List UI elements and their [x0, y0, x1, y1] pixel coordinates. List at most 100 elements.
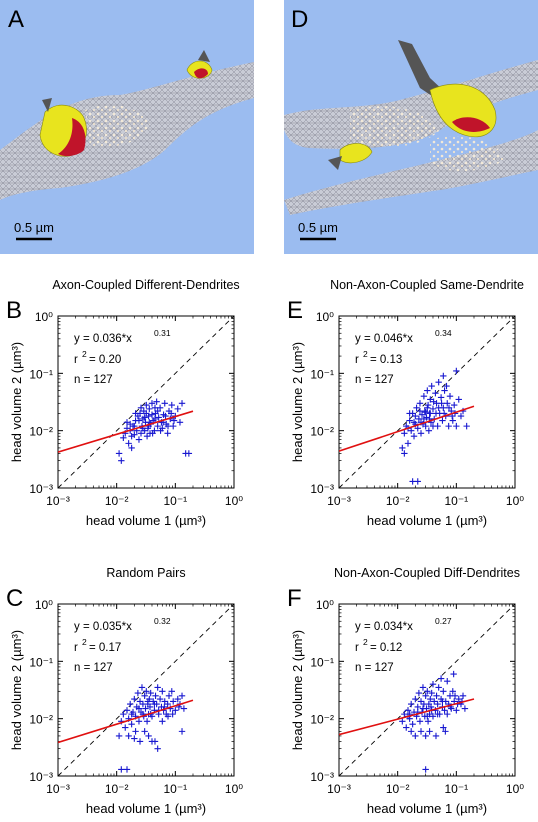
panel-letter-e: E — [287, 297, 303, 324]
data-point — [412, 732, 419, 740]
data-point — [453, 707, 460, 714]
axon-fragment — [42, 98, 52, 112]
y-tick-label: 10⁻¹ — [310, 655, 334, 669]
sample-count: n = 127 — [355, 374, 394, 386]
y-axis-label: head volume 2 (µm³) — [290, 342, 305, 462]
r-squared-sup: 2 — [363, 637, 368, 647]
data-point — [152, 692, 159, 700]
data-point — [444, 678, 451, 685]
data-point — [118, 766, 125, 773]
data-point — [435, 404, 442, 412]
data-point — [145, 732, 152, 740]
x-tick-label: 10⁰ — [506, 782, 524, 796]
data-point — [435, 379, 442, 386]
scalebar-d-label: 0.5 µm — [298, 220, 338, 235]
data-point — [178, 400, 186, 407]
x-tick-label: 10⁻³ — [46, 494, 70, 508]
chart-title: Axon-Coupled Different-Dendrites — [52, 278, 239, 292]
r-squared-sup: 2 — [82, 637, 87, 647]
small-axon-d — [328, 156, 342, 170]
data-point — [455, 695, 462, 703]
data-point — [162, 412, 169, 420]
data-point — [154, 407, 161, 415]
data-point — [429, 422, 437, 430]
data-point — [159, 718, 166, 725]
data-point — [142, 705, 149, 712]
data-point — [416, 400, 424, 407]
y-axis-label: head volume 2 (µm³) — [9, 342, 24, 462]
data-point — [154, 745, 161, 752]
data-point — [135, 417, 143, 424]
data-point — [450, 670, 457, 678]
data-point — [429, 713, 437, 720]
data-point — [123, 766, 131, 773]
data-point — [422, 692, 429, 700]
r-squared-sup: 2 — [82, 349, 87, 359]
data-point — [432, 732, 440, 740]
data-point — [146, 405, 153, 413]
small-axon — [198, 50, 210, 62]
data-point — [439, 698, 446, 705]
data-point — [131, 431, 138, 438]
data-point — [428, 689, 435, 697]
data-point — [137, 404, 145, 412]
data-point — [435, 684, 442, 691]
plot-frame — [338, 603, 516, 777]
vesicle-cluster-d — [350, 106, 440, 147]
data-point — [126, 700, 134, 708]
data-point — [449, 688, 456, 695]
data-point — [144, 698, 152, 705]
data-point — [441, 387, 448, 394]
psd-region — [58, 118, 86, 157]
chart-title: Non-Axon-Coupled Diff-Dendrites — [334, 566, 520, 580]
y-tick-label: 10⁰ — [316, 310, 334, 324]
data-point — [410, 433, 418, 440]
data-point — [415, 689, 423, 697]
data-point — [431, 698, 438, 705]
x-tick-label: 10⁻¹ — [163, 782, 187, 796]
data-point — [141, 692, 148, 700]
data-point — [437, 675, 445, 682]
panel-a: A 0.5 µm — [0, 0, 254, 254]
data-point — [418, 411, 426, 418]
data-point — [424, 718, 432, 725]
data-point — [422, 408, 429, 416]
data-point — [131, 695, 138, 703]
data-point — [406, 417, 413, 424]
r-squared-value: = 0.17 — [89, 642, 121, 654]
data-point — [151, 738, 159, 745]
sample-count: n = 127 — [74, 374, 113, 386]
data-point — [420, 415, 428, 423]
data-point — [154, 422, 161, 430]
data-point — [157, 427, 164, 434]
fit-exponent: 0.27 — [435, 616, 452, 626]
x-tick-label: 10⁻³ — [327, 494, 351, 508]
data-point — [123, 419, 131, 426]
panel-d: D 0.5 µm — [284, 0, 538, 254]
r-squared-label: r — [355, 642, 359, 654]
data-point — [153, 398, 160, 405]
data-point — [136, 738, 144, 745]
fit-equation: y = 0.035*x — [74, 621, 132, 633]
data-point — [120, 434, 127, 442]
panel-letter-d: D — [291, 6, 308, 33]
plot-content — [339, 316, 515, 488]
y-tick-label: 10⁰ — [316, 598, 334, 612]
data-point — [135, 436, 143, 443]
data-point — [437, 394, 445, 401]
data-point — [164, 430, 171, 437]
x-axis-label: head volume 1 (µm³) — [367, 801, 487, 816]
data-point — [422, 732, 429, 740]
y-axis-label: head volume 2 (µm³) — [290, 630, 305, 750]
data-point — [443, 382, 450, 390]
r-squared-value: = 0.12 — [370, 642, 402, 654]
y-tick-label: 10⁻¹ — [310, 367, 334, 381]
data-point — [409, 721, 416, 728]
data-point — [407, 728, 415, 735]
x-tick-label: 10⁻² — [386, 494, 410, 508]
data-point — [422, 422, 429, 430]
data-point — [169, 710, 176, 718]
x-tick-label: 10⁻¹ — [163, 494, 187, 508]
data-point — [123, 707, 131, 714]
data-point — [138, 684, 146, 691]
